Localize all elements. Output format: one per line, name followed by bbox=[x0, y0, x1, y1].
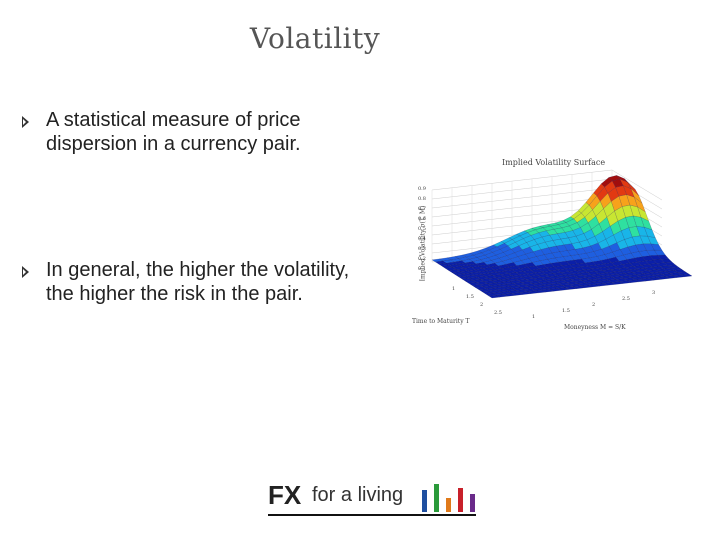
z-tick-label: 0.6 bbox=[418, 216, 426, 222]
t-tick-label: 1 bbox=[452, 286, 455, 292]
figure-title: Implied Volatility Surface bbox=[502, 158, 606, 167]
figure-z-axis-label: Implied Volatility σ(T, M) bbox=[419, 205, 427, 282]
slide-title: Volatility bbox=[249, 22, 381, 55]
m-tick-label: 2.5 bbox=[622, 296, 630, 302]
bullet-arrow-icon bbox=[22, 116, 29, 128]
surface-mesh bbox=[431, 175, 692, 299]
z-tick-label: 0.9 bbox=[418, 186, 426, 192]
t-tick-label: 1.5 bbox=[466, 294, 474, 300]
m-tick-label: 1.5 bbox=[562, 308, 570, 314]
logo-bar bbox=[470, 494, 475, 512]
logo-bars-icon bbox=[422, 484, 475, 512]
figure-x-axis-label: Time to Maturity T bbox=[412, 318, 470, 325]
logo-fx-text: FX bbox=[268, 480, 302, 510]
m-tick-label: 3 bbox=[652, 290, 655, 296]
logo-bar bbox=[458, 488, 463, 512]
volatility-surface-figure: Implied Volatility Surface 0.1 0.2 0.3 0.4 0… bbox=[402, 150, 692, 340]
z-tick-label: 0.2 bbox=[418, 256, 426, 262]
z-tick-label: 0.5 bbox=[418, 226, 426, 232]
z-tick-label: 0.4 bbox=[418, 236, 426, 242]
z-tick-label: 0.3 bbox=[418, 246, 426, 252]
m-tick-label: 1 bbox=[532, 314, 535, 320]
logo-underline bbox=[268, 514, 476, 516]
m-tick-label: 2 bbox=[592, 302, 595, 308]
fx-for-a-living-logo: FX for a living bbox=[268, 480, 478, 530]
z-tick-label: 0.7 bbox=[418, 206, 426, 212]
t-tick-label: 2.5 bbox=[494, 310, 502, 316]
t-tick-label: 2 bbox=[480, 302, 483, 308]
logo-tagline: for a living bbox=[312, 484, 404, 506]
bullet-text: A statistical measure of price dispersio… bbox=[46, 109, 301, 155]
z-tick-label: 0.8 bbox=[418, 196, 426, 202]
logo-bar bbox=[446, 498, 451, 512]
figure-y-axis-label: Moneyness M = S/K bbox=[564, 324, 626, 331]
bullet-text: In general, the higher the volatility, t… bbox=[46, 259, 350, 305]
volatility-surface-plot: 0.1 0.2 0.3 0.4 0.5 0.6 0.7 0.8 0.9 1 1.5 2 2.5 1 1.5 2… bbox=[418, 169, 692, 320]
logo-bar bbox=[434, 484, 439, 512]
logo-bar bbox=[422, 490, 427, 512]
bullet-arrow-icon bbox=[22, 266, 29, 278]
z-tick-label: 0.1 bbox=[418, 266, 426, 272]
